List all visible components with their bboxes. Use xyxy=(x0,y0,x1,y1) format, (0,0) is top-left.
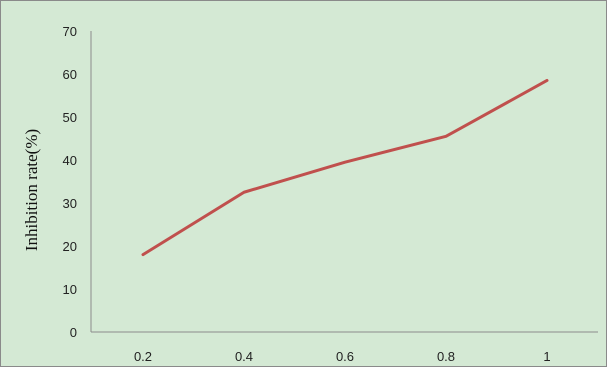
x-tick-labels: 0.2 0.4 0.6 0.8 1 xyxy=(134,349,551,364)
y-tick-label: 70 xyxy=(63,24,77,39)
y-tick-label: 60 xyxy=(63,67,77,82)
axes xyxy=(90,31,598,333)
x-tick-label: 0.6 xyxy=(336,349,354,364)
series-layer xyxy=(141,78,549,257)
y-tick-label: 10 xyxy=(63,282,77,297)
x-tick-label: 0.2 xyxy=(134,349,152,364)
x-tick-label: 1 xyxy=(543,349,550,364)
y-tick-label: 20 xyxy=(63,239,77,254)
x-tick-label: 0.8 xyxy=(437,349,455,364)
y-tick-labels: 0 10 20 30 40 50 60 70 xyxy=(63,24,77,340)
y-tick-label: 0 xyxy=(70,325,77,340)
y-tick-label: 40 xyxy=(63,153,77,168)
y-tick-label: 50 xyxy=(63,110,77,125)
series-line xyxy=(141,78,549,257)
x-tick-label: 0.4 xyxy=(235,349,253,364)
y-tick-label: 30 xyxy=(63,196,77,211)
y-axis-title: Inhibition rate(%) xyxy=(22,129,41,251)
